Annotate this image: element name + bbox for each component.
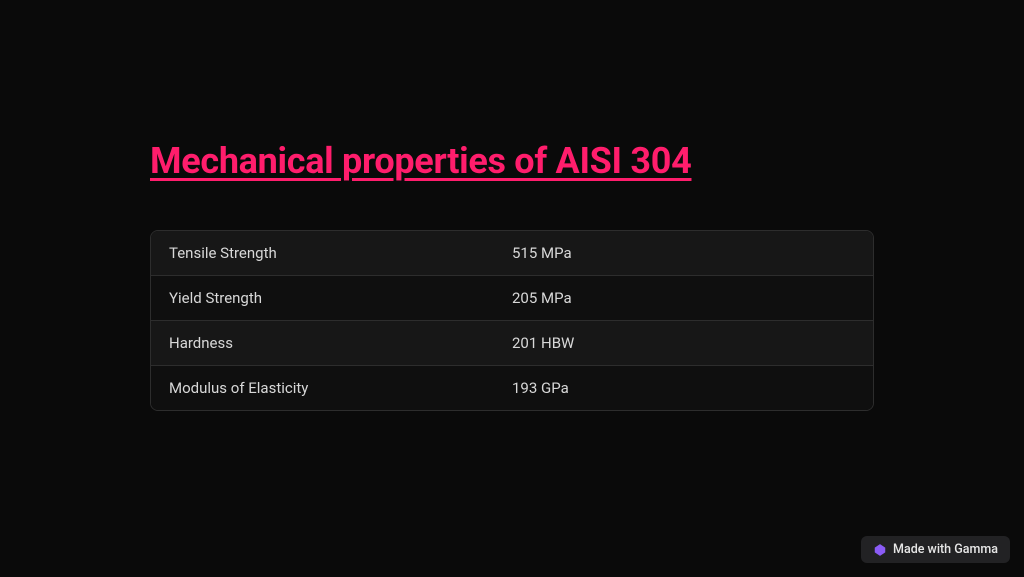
slide: Mechanical properties of AISI 304 Tensil…	[0, 0, 1024, 577]
table-row: Tensile Strength 515 MPa	[151, 231, 873, 276]
property-label: Modulus of Elasticity	[169, 379, 512, 397]
badge-label: Made with Gamma	[893, 542, 998, 557]
property-label: Tensile Strength	[169, 244, 512, 262]
gamma-logo-icon	[873, 543, 887, 557]
property-value: 515 MPa	[512, 244, 855, 262]
property-label: Hardness	[169, 334, 512, 352]
properties-table: Tensile Strength 515 MPa Yield Strength …	[150, 230, 874, 411]
property-value: 201 HBW	[512, 334, 855, 352]
table-row: Yield Strength 205 MPa	[151, 276, 873, 321]
made-with-gamma-badge[interactable]: Made with Gamma	[861, 536, 1010, 563]
table-row: Modulus of Elasticity 193 GPa	[151, 366, 873, 410]
property-label: Yield Strength	[169, 289, 512, 307]
property-value: 193 GPa	[512, 379, 855, 397]
property-value: 205 MPa	[512, 289, 855, 307]
slide-title: Mechanical properties of AISI 304	[150, 140, 874, 182]
table-row: Hardness 201 HBW	[151, 321, 873, 366]
